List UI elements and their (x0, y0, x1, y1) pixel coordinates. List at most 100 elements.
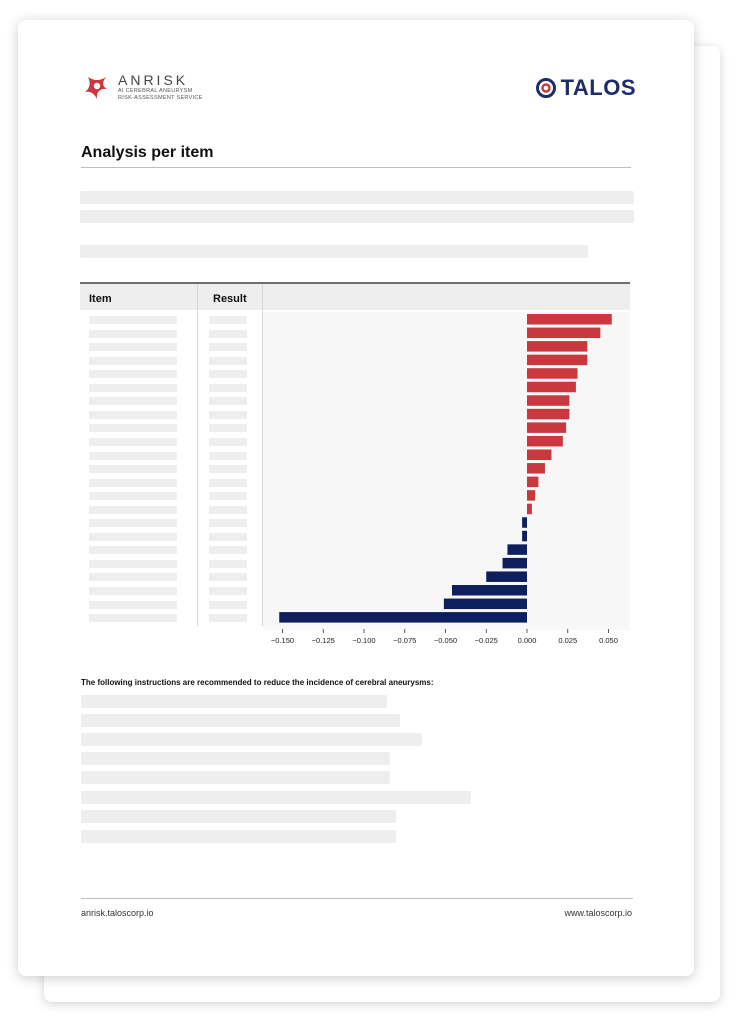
redacted-item-cell (89, 437, 177, 446)
redacted-result-cell (209, 546, 247, 555)
column-divider (197, 284, 198, 626)
x-tick-label: 0.000 (518, 636, 537, 645)
bar (279, 612, 527, 623)
x-tick-label: −0.075 (393, 636, 416, 645)
bar (507, 544, 527, 555)
redacted-item-cell (89, 316, 177, 324)
redacted-line (81, 810, 396, 823)
redacted-result-cell (209, 397, 247, 406)
redacted-item-cell (89, 356, 177, 365)
bar (486, 571, 527, 582)
redacted-result-cell (209, 329, 247, 338)
redacted-line (81, 695, 387, 708)
bar (443, 598, 527, 610)
redacted-item-cell (89, 532, 177, 541)
redacted-item-cell (89, 519, 177, 528)
section-title: Analysis per item (81, 144, 214, 161)
talos-logo: TALOS (535, 75, 636, 101)
redacted-result-cell (209, 437, 247, 446)
redacted-line (81, 830, 396, 843)
bar (527, 435, 563, 447)
report-page: ANRISK AI CEREBRAL ANEURYSM RISK-ASSESSM… (18, 20, 694, 976)
x-tick-label: −0.125 (312, 636, 335, 645)
bar (527, 476, 539, 488)
redacted-result-cell (209, 532, 247, 541)
x-tick-label: 0.025 (558, 636, 577, 645)
redacted-result-cell (209, 424, 247, 433)
contribution-bar-chart: −0.150 −0.125 −0.100 −0.075 −0.050 −0.025 0.00… (271, 314, 618, 645)
talos-name: TALOS (560, 75, 636, 100)
redacted-line (80, 245, 588, 258)
redacted-result-cell (209, 383, 247, 392)
redacted-result-cell (209, 600, 247, 609)
bar (527, 503, 532, 515)
redacted-line (81, 752, 390, 765)
footer-divider (81, 898, 633, 899)
bar (527, 422, 567, 433)
anrisk-name: ANRISK (118, 72, 189, 88)
redacted-result-cell (209, 370, 247, 379)
bar (527, 408, 570, 420)
redacted-result-cell (209, 410, 247, 419)
column-header-result: Result (213, 293, 247, 305)
bar (527, 463, 545, 474)
table-header: Item Result (80, 284, 630, 310)
redacted-item-cell (89, 397, 177, 406)
redacted-result-cell (209, 614, 247, 623)
bar (527, 490, 536, 501)
x-tick-label: −0.100 (352, 636, 375, 645)
anrisk-tagline-1: AI CEREBRAL ANEURYSM (118, 88, 193, 94)
redacted-item-cell (89, 573, 177, 582)
redacted-line (80, 191, 634, 204)
redacted-item-cell (89, 370, 177, 379)
redacted-item-cell (89, 559, 177, 568)
talos-logo-icon (535, 78, 556, 98)
redacted-item-cell (89, 329, 177, 338)
redacted-item-cell (89, 546, 177, 555)
redacted-result-cell (209, 492, 247, 501)
redacted-result-cell (209, 451, 247, 460)
redacted-result-cell (209, 519, 247, 528)
footer-left-url[interactable]: anrisk.taloscorp.io (81, 908, 154, 918)
redacted-result-cell (209, 316, 247, 324)
x-tick-label: 0.050 (599, 636, 618, 645)
redacted-line (81, 714, 400, 727)
redacted-item-cell (89, 410, 177, 419)
bar (527, 341, 588, 352)
redacted-item-cell (89, 343, 177, 352)
bar (522, 517, 527, 528)
anrisk-tagline-2: RISK-ASSESSMENT SERVICE (118, 94, 203, 101)
bar (527, 449, 552, 460)
redacted-result-cell (209, 559, 247, 568)
anrisk-logo-icon (85, 77, 107, 99)
redacted-item-cell (89, 600, 177, 609)
x-tick-label: −0.150 (271, 636, 294, 645)
redacted-item-cell (89, 383, 177, 392)
column-divider (262, 284, 263, 626)
redacted-result-cell (209, 465, 247, 474)
redacted-result-cell (209, 478, 247, 487)
redacted-item-cell (89, 451, 177, 460)
redacted-item-cell (89, 424, 177, 433)
bar (527, 395, 570, 406)
recommendations-heading: The following instructions are recommend… (81, 678, 434, 687)
bar (527, 368, 578, 379)
bar (527, 327, 601, 339)
column-header-item: Item (89, 293, 112, 305)
x-tick-label: −0.025 (475, 636, 498, 645)
redacted-item-cell (89, 587, 177, 595)
redacted-result-cell (209, 343, 247, 352)
bar (452, 585, 527, 596)
redacted-result-cell (209, 587, 247, 595)
anrisk-logo: ANRISK AI CEREBRAL ANEURYSM RISK-ASSESSM… (82, 72, 203, 102)
redacted-result-cell (209, 356, 247, 365)
redacted-line (81, 771, 390, 784)
footer-right-url[interactable]: www.taloscorp.io (564, 908, 632, 918)
bar (522, 530, 527, 542)
redacted-item-cell (89, 614, 177, 623)
bar (527, 354, 588, 366)
redacted-result-cell (209, 573, 247, 582)
redacted-item-cell (89, 478, 177, 487)
redacted-line (81, 791, 471, 804)
x-tick-label: −0.050 (434, 636, 457, 645)
